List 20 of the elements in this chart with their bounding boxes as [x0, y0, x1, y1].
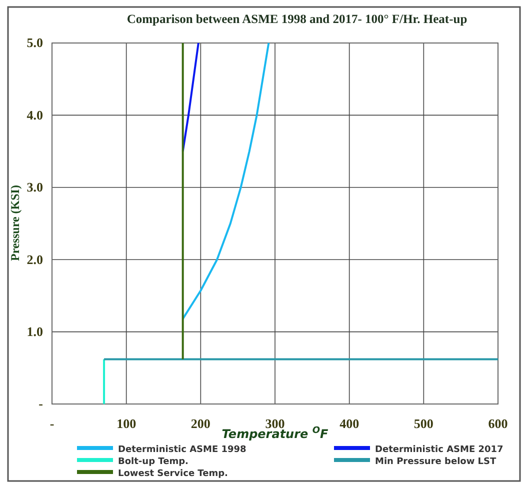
x-tick-label: 600: [488, 416, 508, 432]
legend-label: Lowest Service Temp.: [118, 469, 228, 479]
chart-title: Comparison between ASME 1998 and 2017- 100° F/Hr. Heat-up: [126, 12, 468, 26]
x-tick-label: 200: [190, 416, 210, 432]
y-tick-label: 3.0: [26, 180, 43, 195]
y-tick-label: -: [38, 396, 43, 412]
x-tick-label: -: [50, 416, 54, 432]
y-tick-label: 4.0: [26, 107, 43, 122]
x-tick-label: 400: [340, 416, 360, 432]
x-tick-label: 500: [414, 416, 434, 432]
y-tick-label: 5.0: [26, 35, 43, 50]
y-axis-title: Pressure (KSI): [8, 185, 22, 261]
legend-label: Bolt-up Temp.: [118, 457, 188, 467]
legend-label: Min Pressure below LST: [375, 457, 497, 467]
y-tick-label: 1.0: [26, 324, 43, 339]
line-series: [182, 42, 270, 320]
y-tick-label: 2.0: [26, 252, 43, 267]
legend-label: Deterministic ASME 2017: [375, 445, 504, 455]
x-tick-label: 100: [116, 416, 136, 432]
legend-label: Deterministic ASME 1998: [118, 445, 246, 455]
